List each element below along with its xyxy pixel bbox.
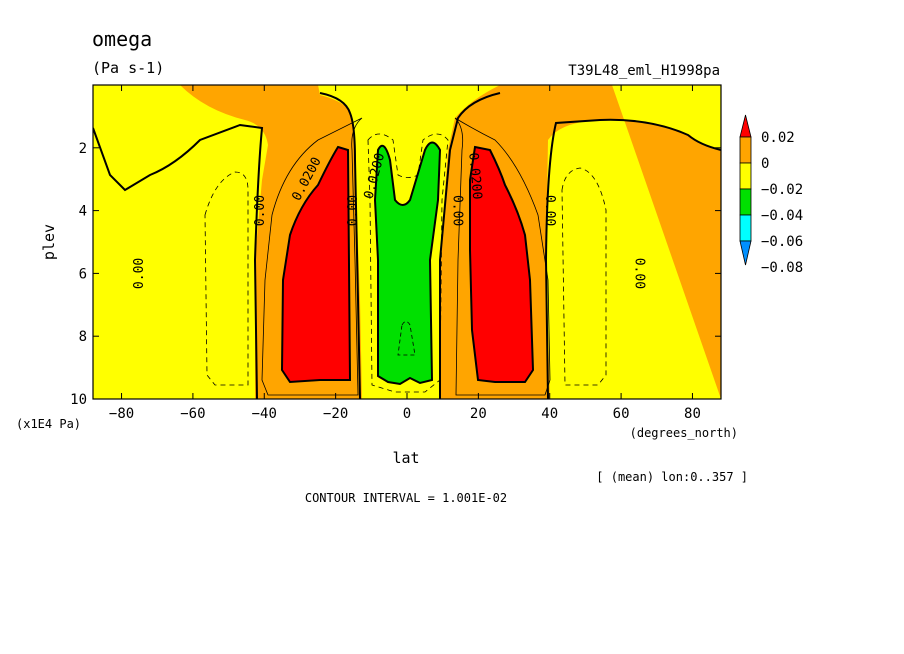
y-axis: 2 4 6 8 10 — [70, 141, 721, 408]
x-axis: −80 −60 −40 −20 0 20 40 60 80 — [109, 85, 701, 422]
chart-title: omega — [92, 27, 152, 51]
y-tick-label: 4 — [79, 204, 87, 220]
colorbar-swatch — [739, 162, 752, 190]
contour-dashed-east — [561, 167, 607, 386]
x-tick-label: 40 — [541, 406, 558, 422]
contour-label: 0.00 — [631, 258, 646, 289]
colorbar: 0.02 0 −0.02 −0.04 −0.06 −0.08 — [739, 114, 803, 276]
contour-dashed-west — [204, 171, 249, 386]
contour-label: 0.00 — [542, 195, 557, 226]
x-tick-label: −80 — [109, 406, 134, 422]
colorbar-label: 0 — [761, 156, 769, 172]
contour-line-east-outer — [454, 117, 551, 396]
colorbar-label: −0.06 — [761, 234, 803, 250]
colorbar-arrow-top — [739, 114, 752, 138]
colorbar-arrow-bottom — [739, 240, 752, 266]
contour-zero-west — [93, 123, 264, 399]
x-tick-label: −20 — [323, 406, 348, 422]
field-descent-cell-west — [280, 145, 352, 384]
field-negative-band-west — [93, 85, 268, 399]
contour-label: 0.00 — [253, 195, 268, 226]
contour-label: 0.0200 — [465, 152, 484, 200]
y-tick-label: 8 — [79, 329, 87, 345]
contour-line-west-outer — [261, 117, 363, 396]
contour-interval-note: CONTOUR INTERVAL = 1.001E-02 — [305, 491, 507, 505]
x-tick-label: −40 — [252, 406, 277, 422]
contour-dashed-equatorial — [367, 133, 449, 393]
contour-zero-center-east — [439, 92, 501, 399]
contour-dashed-inner — [397, 321, 416, 356]
colorbar-swatch — [739, 136, 752, 164]
run-identifier: T39L48_eml_H1998pa — [568, 63, 720, 79]
colorbar-label: 0.02 — [761, 130, 795, 146]
y-tick-label: 2 — [79, 141, 87, 157]
colorbar-label: −0.04 — [761, 208, 803, 224]
y-tick-label: 6 — [79, 266, 87, 282]
x-axis-units: (degrees_north) — [630, 426, 738, 440]
contour-zero-east — [544, 118, 721, 399]
field-descent-cell-east — [469, 145, 535, 383]
colorbar-swatch — [739, 214, 752, 242]
y-axis-units: (x1E4 Pa) — [16, 417, 81, 431]
colorbar-label: −0.08 — [761, 260, 803, 276]
plot-area — [93, 85, 721, 399]
x-tick-label: 0 — [403, 406, 411, 422]
mean-note: [ (mean) lon:0..357 ] — [596, 470, 748, 484]
x-tick-label: 60 — [613, 406, 630, 422]
contour-label-layer: 0.000.000.02000.000.02000.000.02000.000.… — [132, 151, 647, 289]
colorbar-label: −0.02 — [761, 182, 803, 198]
chart-units: (Pa s-1) — [92, 59, 164, 77]
x-tick-label: 80 — [684, 406, 701, 422]
colorbar-swatch — [739, 188, 752, 216]
x-tick-label: 20 — [470, 406, 487, 422]
y-axis-label: plev — [40, 224, 58, 260]
contour-label: 0.00 — [449, 195, 464, 226]
contour-label: 0.00 — [346, 195, 361, 226]
contour-zero-center-west — [319, 92, 361, 399]
y-tick-label: 10 — [70, 392, 87, 408]
field-negative-band-east — [546, 85, 721, 399]
contour-label: 0.00 — [132, 258, 147, 289]
x-axis-label: lat — [392, 449, 419, 467]
x-tick-label: −60 — [180, 406, 205, 422]
